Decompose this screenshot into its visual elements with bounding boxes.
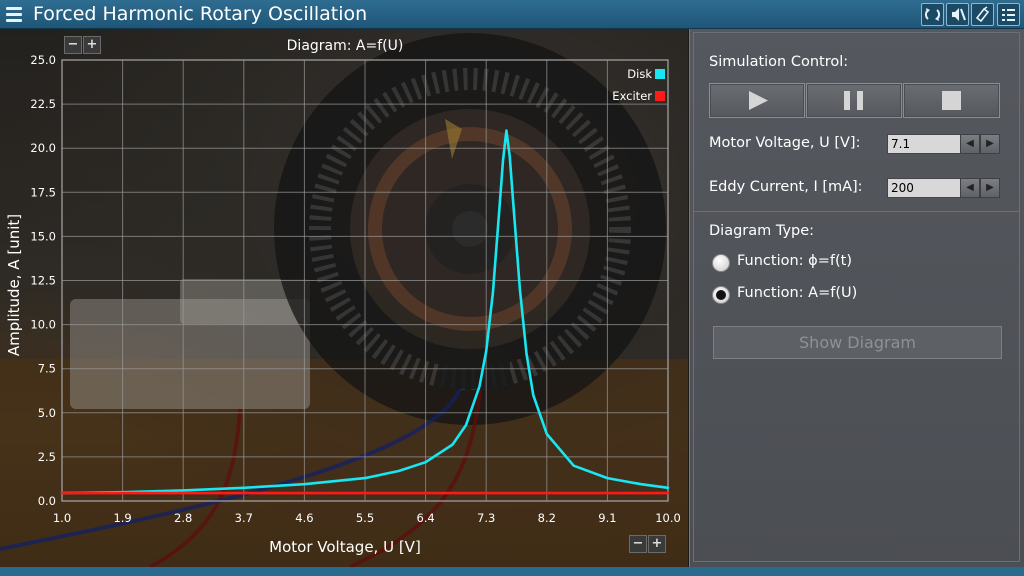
radio-phi-function[interactable] (712, 254, 730, 272)
motor-voltage-increment-button[interactable]: ▶ (980, 134, 1000, 154)
chart-zoom-in-bottom-button[interactable]: + (648, 535, 666, 553)
x-tick-label: 10.0 (655, 511, 681, 525)
radio-amplitude-function[interactable] (712, 286, 730, 304)
x-tick-label: 3.7 (235, 511, 253, 525)
play-icon (749, 91, 768, 110)
radio-phi-function-label[interactable]: Function: ϕ=f(t) (737, 253, 852, 269)
y-tick-label: 15.0 (30, 229, 56, 243)
menu-icon[interactable] (3, 3, 25, 25)
pause-button[interactable] (806, 83, 902, 118)
x-tick-label: 6.4 (416, 511, 434, 525)
status-bar (0, 567, 1024, 576)
show-diagram-button[interactable]: Show Diagram (713, 326, 1002, 359)
motor-voltage-field[interactable]: 7.1 (887, 134, 963, 154)
eddy-current-decrement-button[interactable]: ◀ (960, 178, 980, 198)
x-axis-label: Motor Voltage, U [V] (269, 538, 421, 556)
x-tick-label: 1.9 (113, 511, 131, 525)
y-tick-label: 17.5 (30, 185, 56, 199)
sound-mute-icon[interactable] (946, 3, 969, 26)
chart-zoom-out-top-button[interactable]: − (64, 36, 82, 54)
title-bar: Forced Harmonic Rotary Oscillation (0, 0, 1024, 29)
info-icon[interactable] (971, 3, 994, 26)
y-axis-label: Amplitude, A [unit] (5, 214, 23, 356)
diagram-type-label: Diagram Type: (709, 223, 815, 239)
legend-label-exciter: Exciter (612, 89, 652, 103)
y-tick-label: 0.0 (38, 494, 56, 508)
simulation-control-label: Simulation Control: (709, 54, 849, 70)
motor-voltage-label: Motor Voltage, U [V]: (709, 135, 861, 151)
x-tick-label: 2.8 (174, 511, 192, 525)
stop-icon (942, 91, 961, 110)
eddy-current-label: Eddy Current, I [mA]: (709, 179, 863, 195)
pause-icon (844, 91, 863, 110)
stop-button[interactable] (903, 83, 1000, 118)
x-tick-label: 7.3 (477, 511, 495, 525)
y-tick-label: 2.5 (38, 450, 56, 464)
refresh-icon[interactable] (921, 3, 944, 26)
chart-zoom-out-bottom-button[interactable]: − (629, 535, 647, 553)
chart-grid (61, 59, 669, 502)
y-tick-label: 20.0 (30, 141, 56, 155)
series-line-disk (60, 129, 670, 495)
legend-swatch-exciter (655, 91, 665, 101)
simulation-scene: 1.0 1.9 2.8 3.7 4.6 5.5 6.4 7.3 8.2 9.1 10.0 0.0 2.5… (0, 29, 688, 567)
x-tick-label: 8.2 (538, 511, 556, 525)
eddy-current-increment-button[interactable]: ▶ (980, 178, 1000, 198)
y-tick-label: 25.0 (30, 53, 56, 67)
chart-title: Diagram: A=f(U) (287, 38, 404, 54)
settings-list-icon[interactable] (997, 3, 1020, 26)
control-panel: Simulation Control: Motor Voltage, U [V]… (689, 29, 1024, 567)
x-tick-label: 4.6 (295, 511, 313, 525)
panel-divider (694, 211, 1019, 212)
legend-swatch-disk (655, 69, 665, 79)
control-panel-frame: Simulation Control: Motor Voltage, U [V]… (693, 32, 1020, 562)
eddy-current-field[interactable]: 200 (887, 178, 963, 198)
y-tick-label: 12.5 (30, 274, 56, 288)
motor-voltage-decrement-button[interactable]: ◀ (960, 134, 980, 154)
x-tick-label: 5.5 (356, 511, 374, 525)
legend-label-disk: Disk (627, 67, 652, 81)
y-tick-label: 7.5 (38, 362, 56, 376)
radio-amplitude-function-label[interactable]: Function: A=f(U) (737, 285, 858, 301)
x-tick-label: 9.1 (598, 511, 616, 525)
app-title: Forced Harmonic Rotary Oscillation (33, 3, 368, 25)
y-tick-label: 5.0 (38, 406, 56, 420)
x-tick-label: 1.0 (53, 511, 71, 525)
apparatus-background: 1.0 1.9 2.8 3.7 4.6 5.5 6.4 7.3 8.2 9.1 10.0 0.0 2.5… (0, 29, 688, 567)
play-button[interactable] (709, 83, 805, 118)
y-tick-label: 22.5 (30, 97, 56, 111)
chart-zoom-in-top-button[interactable]: + (83, 36, 101, 54)
y-tick-label: 10.0 (30, 318, 56, 332)
